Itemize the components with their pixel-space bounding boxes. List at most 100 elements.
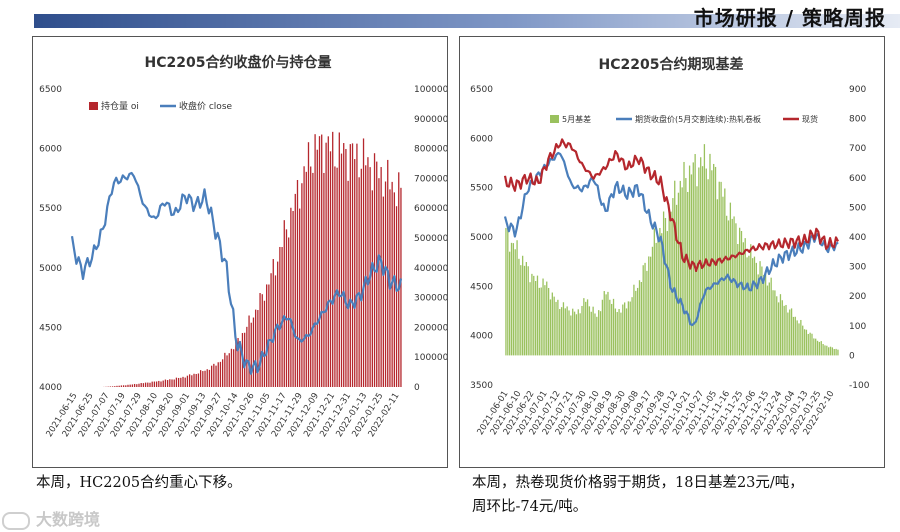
bar-5 (790, 308, 793, 356)
bar-5 (753, 256, 756, 356)
bar-5 (685, 178, 687, 356)
line-series-1 (503, 151, 839, 327)
y-right-tick-label: 900000 (414, 115, 447, 125)
bar-5 (772, 290, 774, 356)
bar-5 (796, 320, 798, 356)
bar-5 (824, 345, 826, 356)
bar-oi (158, 380, 160, 387)
bar-5 (601, 299, 604, 356)
bar-oi (345, 148, 347, 387)
chart-panel-oi-close: HC2205合约收盘价与持仓量 4000 4500 5000 5500 6000 6500 0… (32, 36, 448, 468)
y-right-tick-label: 0 (849, 351, 855, 361)
bar-5 (540, 287, 542, 356)
bar-oi (184, 377, 186, 387)
bar-oi (151, 381, 153, 387)
y-right-tick-label: 800000 (414, 145, 447, 155)
bar-5 (559, 309, 561, 356)
bar-5 (770, 277, 772, 356)
bar-oi (356, 143, 358, 387)
bar-5 (738, 227, 741, 356)
bar-5 (833, 349, 835, 356)
bar-oi (270, 273, 272, 387)
chart-basis: HC2205合约期现基差3500400045005000550060006500… (470, 56, 870, 437)
bar-oi (210, 365, 213, 387)
bar-5 (737, 244, 739, 356)
caption-right: 本周，热卷现货价格弱于期货，18日基差23元/吨， 周环比-74元/吨。 (472, 471, 892, 519)
bar-5 (785, 304, 787, 356)
bar-5 (664, 217, 667, 356)
bar-5 (557, 299, 559, 356)
bar-oi (250, 322, 252, 387)
bar-oi (208, 369, 211, 387)
bar-5 (612, 298, 615, 356)
legend-label: 现货 (802, 114, 818, 124)
bar-oi (164, 379, 167, 387)
bar-5 (674, 180, 676, 356)
bar-5 (700, 157, 702, 356)
bar-5 (818, 341, 821, 356)
bar-oi (288, 237, 290, 387)
bar-5 (828, 347, 830, 356)
bar-5 (787, 312, 789, 356)
bar-5 (549, 299, 552, 356)
bar-5 (748, 255, 750, 356)
bar-oi (177, 377, 180, 387)
bar-5 (807, 333, 809, 356)
bar-oi (395, 206, 398, 387)
bar-oi (155, 381, 158, 387)
bar-5 (764, 272, 767, 356)
bar-5 (533, 275, 535, 356)
legend-label: 期货收盘价(5月交割连续):热轧卷板 (635, 114, 761, 124)
bar-5 (766, 285, 769, 356)
bar-5 (518, 258, 520, 356)
bar-oi (153, 381, 156, 387)
bar-5 (521, 255, 524, 356)
y-left-tick-label: 3500 (470, 381, 493, 391)
bar-5 (727, 220, 730, 356)
bar-oi (285, 229, 288, 387)
bar-5 (547, 287, 550, 356)
bar-5 (826, 345, 828, 356)
bar-5 (631, 297, 633, 356)
bar-5 (750, 244, 752, 356)
chart-title: HC2205合约期现基差 (599, 56, 744, 73)
bar-5 (751, 258, 754, 356)
bar-oi (188, 374, 191, 387)
bar-5 (510, 242, 513, 356)
bar-oi (360, 168, 362, 387)
bar-oi (226, 355, 228, 387)
bar-5 (688, 165, 691, 356)
bar-oi (294, 193, 296, 387)
bar-5 (783, 305, 785, 356)
bar-5 (653, 228, 655, 356)
bar-5 (505, 227, 507, 356)
bar-5 (716, 199, 719, 356)
bar-oi (349, 144, 351, 387)
bar-5 (583, 298, 585, 356)
bar-oi (193, 373, 195, 387)
bar-oi (378, 178, 380, 387)
y-left-tick-label: 5000 (39, 264, 62, 274)
bar-5 (720, 181, 722, 356)
bar-5 (692, 162, 694, 356)
bar-5 (757, 274, 759, 356)
bar-5 (618, 309, 620, 356)
bar-oi (257, 310, 259, 387)
y-right-tick-label: 500 (849, 203, 866, 213)
bar-5 (735, 223, 737, 356)
bar-oi (244, 332, 246, 387)
caption-right-line1: 本周，热卷现货价格弱于期货，18日基差23元/吨， (472, 475, 804, 491)
bar-5 (603, 291, 605, 356)
bar-5 (809, 332, 811, 356)
bar-oi (338, 132, 340, 387)
bar-oi (129, 384, 131, 387)
bar-5 (570, 315, 572, 356)
bar-oi (235, 340, 237, 387)
legend-swatch (550, 115, 559, 123)
bar-5 (679, 180, 681, 356)
bar-5 (594, 313, 596, 356)
bar-oi (303, 166, 305, 387)
bar-5 (575, 314, 578, 356)
y-left-tick-label: 4500 (39, 323, 62, 333)
bar-oi (195, 374, 197, 387)
